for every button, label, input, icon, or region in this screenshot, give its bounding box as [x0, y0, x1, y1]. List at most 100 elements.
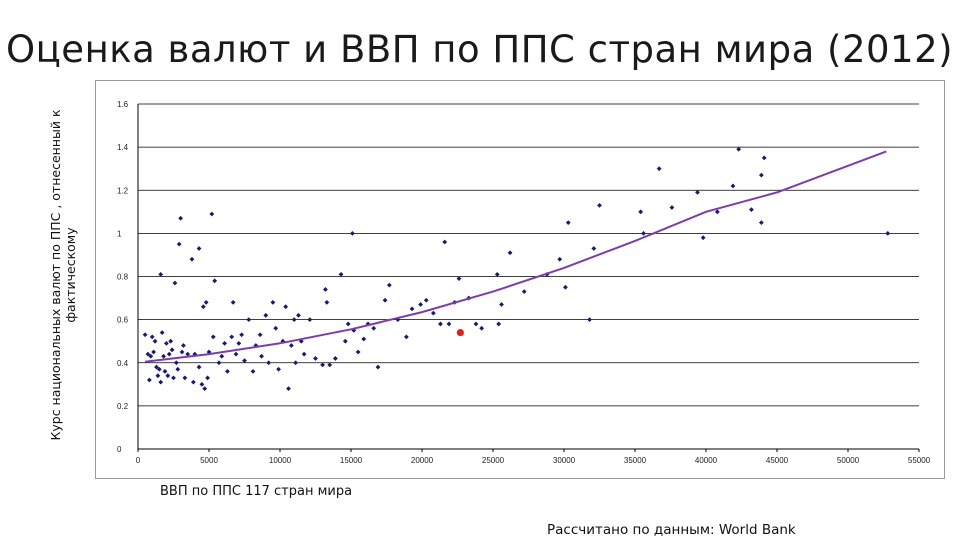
- data-point: [202, 386, 208, 392]
- data-point: [199, 381, 205, 387]
- data-point: [250, 368, 256, 374]
- y-tick-label: 0.6: [117, 316, 129, 325]
- data-point: [736, 146, 742, 152]
- data-point: [342, 338, 348, 344]
- data-point: [597, 202, 602, 208]
- data-point: [386, 282, 392, 288]
- data-point: [158, 379, 164, 385]
- data-point: [222, 340, 228, 346]
- data-point: [176, 241, 182, 247]
- data-point: [192, 351, 198, 357]
- x-tick-label: 40000: [695, 456, 718, 465]
- data-point: [338, 271, 344, 277]
- data-point: [230, 299, 236, 305]
- data-point: [196, 364, 202, 370]
- data-point: [151, 349, 157, 355]
- data-point: [276, 366, 281, 372]
- trend-line: [144, 150, 887, 363]
- data-point: [242, 358, 247, 363]
- data-point: [205, 375, 210, 381]
- y-tick-label: 1: [117, 229, 122, 238]
- data-point: [296, 312, 301, 318]
- data-point: [229, 334, 235, 340]
- data-point: [761, 155, 767, 161]
- data-point: [145, 351, 151, 357]
- data-point: [173, 360, 179, 366]
- data-point: [409, 306, 415, 312]
- data-point: [165, 373, 171, 379]
- data-point: [557, 256, 563, 262]
- x-tick-label: 15000: [340, 456, 363, 465]
- data-point: [375, 364, 381, 370]
- data-point: [159, 330, 165, 335]
- data-point: [149, 334, 155, 340]
- x-tick-label: 25000: [482, 456, 505, 465]
- data-point: [286, 386, 291, 392]
- data-point: [216, 360, 222, 366]
- data-point: [236, 340, 242, 346]
- data-point: [161, 353, 166, 359]
- data-point: [148, 353, 154, 359]
- data-point: [403, 334, 409, 340]
- data-point: [178, 215, 183, 221]
- data-point: [212, 278, 218, 284]
- data-point: [442, 239, 448, 245]
- x-tick-label: 35000: [624, 456, 647, 465]
- data-point: [494, 271, 500, 277]
- data-point: [656, 166, 662, 172]
- data-point: [263, 312, 269, 318]
- data-point: [156, 366, 162, 372]
- data-point: [185, 351, 191, 357]
- data-point: [669, 205, 675, 210]
- data-point: [190, 379, 196, 385]
- data-point: [175, 366, 181, 372]
- data-point: [730, 183, 736, 189]
- data-point: [307, 317, 313, 323]
- data-point: [371, 325, 377, 331]
- data-point: [641, 230, 646, 236]
- data-point: [507, 250, 513, 256]
- data-point: [171, 375, 176, 381]
- data-point: [196, 246, 202, 251]
- data-point: [259, 353, 264, 359]
- data-point: [565, 220, 571, 225]
- data-point: [233, 351, 239, 357]
- data-point: [749, 207, 754, 213]
- data-point: [361, 336, 367, 342]
- data-point: [695, 190, 700, 195]
- data-point: [521, 289, 527, 294]
- data-point: [155, 373, 161, 379]
- data-point: [189, 256, 195, 262]
- data-point: [253, 343, 259, 348]
- y-tick-label: 1.4: [117, 143, 129, 152]
- data-point: [142, 332, 148, 338]
- data-point: [246, 317, 252, 323]
- data-point: [203, 299, 209, 305]
- data-point: [591, 246, 597, 251]
- data-point: [291, 317, 297, 323]
- data-point: [225, 368, 230, 374]
- data-point: [179, 349, 185, 355]
- data-point: [758, 172, 764, 178]
- data-point: [206, 349, 212, 355]
- source-note: Рассчитано по данным: World Bank: [547, 522, 796, 538]
- data-point: [324, 299, 330, 305]
- data-point: [273, 325, 279, 331]
- data-point: [181, 343, 186, 348]
- data-point: [438, 321, 443, 327]
- data-point: [219, 353, 225, 359]
- y-tick-label: 1.6: [117, 100, 129, 109]
- data-point: [332, 356, 338, 361]
- data-point: [638, 209, 644, 215]
- data-point: [301, 351, 307, 357]
- data-point: [283, 304, 289, 310]
- data-point: [158, 271, 164, 277]
- data-point: [152, 338, 158, 344]
- y-tick-label: 0.4: [117, 359, 129, 368]
- data-point: [210, 334, 216, 340]
- data-point: [320, 362, 325, 368]
- x-tick-label: 55000: [908, 456, 931, 465]
- y-tick-label: 0.2: [117, 402, 129, 411]
- data-point: [345, 321, 351, 327]
- data-point: [323, 287, 328, 292]
